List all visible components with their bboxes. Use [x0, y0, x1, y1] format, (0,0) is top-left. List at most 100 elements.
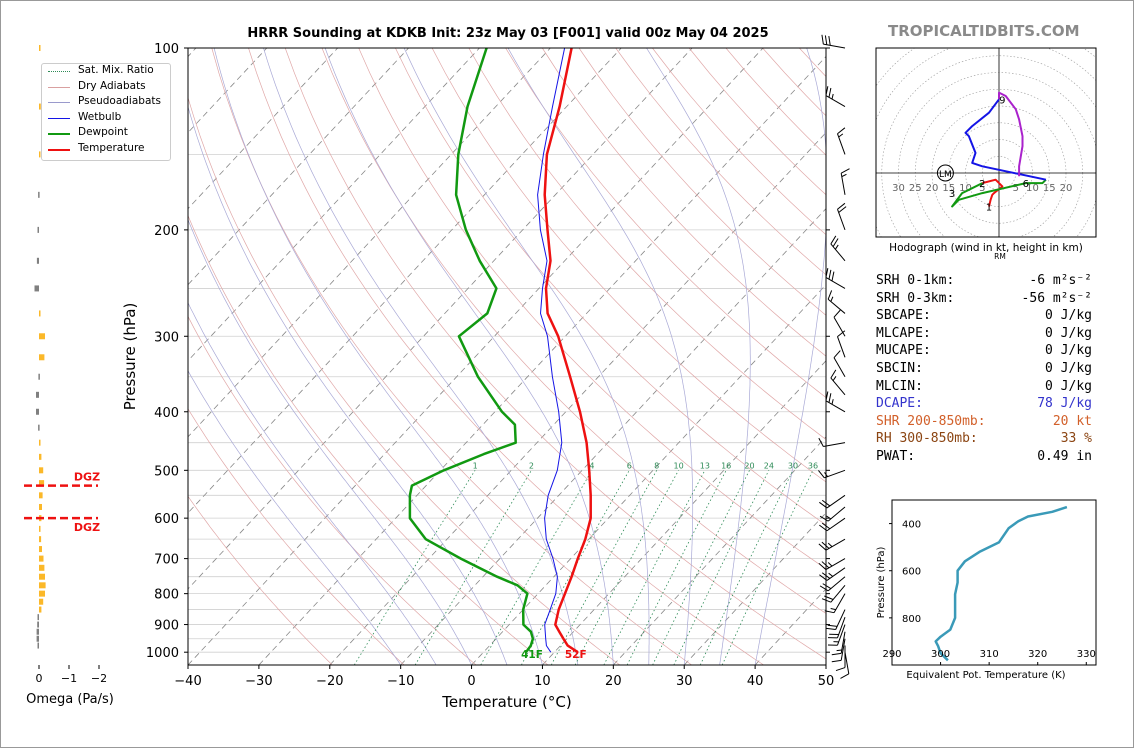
param-row: SRH 0-1km: -6 m²s⁻²	[876, 272, 1092, 290]
mixing-ratio-label: 30	[788, 461, 798, 470]
right-mover-label: RM	[994, 252, 1006, 261]
theta-y-tick-label: 800	[902, 614, 921, 625]
barb-shaft	[827, 298, 846, 314]
barb-shaft	[823, 442, 846, 447]
wind-barb	[818, 538, 846, 551]
barb-half-flag	[832, 376, 837, 381]
mixing-ratio-line	[353, 470, 476, 665]
theta-x-tick-label: 310	[980, 649, 999, 660]
wind-barb	[821, 34, 846, 49]
barb-flag	[821, 572, 831, 579]
omega-bar	[38, 373, 40, 380]
barb-flag	[828, 393, 832, 403]
hodograph-ring-label: 5	[1013, 183, 1019, 194]
barb-flag	[833, 309, 841, 318]
hodograph-height-label: 6	[1023, 179, 1029, 190]
omega-bar	[39, 598, 44, 605]
mixing-ratio-label: 24	[764, 461, 774, 470]
mixing-ratio-line	[603, 470, 706, 665]
wind-barb	[821, 584, 846, 603]
isotherm-line	[188, 48, 480, 362]
dry-adiabat	[468, 48, 826, 440]
barb-flag	[821, 541, 830, 549]
barb-shaft	[826, 517, 846, 532]
barb-shaft	[825, 95, 846, 107]
hodograph-1-3km	[951, 178, 1047, 208]
omega-bar	[39, 480, 45, 487]
y-tick-label: 200	[154, 224, 179, 239]
isotherm-line	[258, 55, 826, 665]
barb-flag	[822, 583, 832, 590]
omega-bar	[36, 391, 39, 398]
moist-adiabat	[324, 48, 614, 665]
barb-half-flag	[830, 296, 834, 302]
theta-y-tick-label: 600	[902, 567, 921, 578]
mixing-ratio-label: 10	[673, 461, 683, 470]
profile-temperature	[543, 48, 592, 654]
barb-shaft	[830, 584, 846, 603]
omega-tick-label: −2	[91, 672, 107, 685]
theta-plot	[934, 505, 1068, 662]
isotherm-line	[683, 512, 826, 665]
barb-shaft	[835, 609, 846, 630]
theta-e-profile	[934, 505, 1068, 662]
mixing-ratio-label: 8	[654, 461, 659, 470]
omega-bar	[39, 103, 41, 110]
barb-shaft	[830, 377, 846, 396]
surface-dewpoint-label: 41F	[521, 649, 543, 661]
moist-adiabat	[188, 302, 437, 665]
y-tick-label: 100	[154, 42, 179, 57]
barb-flag	[837, 202, 846, 210]
isotherm-line	[188, 48, 551, 438]
barb-flag	[827, 624, 838, 627]
hodograph-3-6km	[964, 98, 1047, 181]
param-row: MLCAPE: 0 J/kg	[876, 325, 1092, 343]
skewt-grid: 1 2 4 6 8 10 13 16 20 24 30 36	[188, 48, 826, 665]
moist-adiabat	[188, 105, 508, 665]
barb-flag	[821, 522, 831, 530]
omega-panel: DGZ DGZ 0 −1 −2 Omega (Pa/s)	[24, 45, 114, 707]
barb-shaft	[833, 593, 846, 613]
mixing-ratio-line	[721, 470, 814, 665]
param-label: SHR 200-850mb:	[876, 413, 986, 429]
barb-flag	[828, 35, 831, 46]
omega-bar	[37, 621, 39, 628]
omega-bar	[36, 635, 39, 642]
param-label: SBCIN:	[876, 360, 923, 376]
chart-title: HRRR Sounding at KDKB Init: 23z May 03 […	[247, 26, 769, 41]
param-row: MUCAPE: 0 J/kg	[876, 342, 1092, 360]
wind-barb	[837, 330, 846, 358]
dry-adiabat	[542, 48, 826, 357]
barb-shaft	[825, 277, 846, 289]
mixing-ratio-line	[652, 470, 750, 665]
legend-swatch	[48, 71, 70, 72]
mixing-ratio-label: 4	[589, 461, 594, 470]
barb-shaft	[827, 576, 846, 592]
x-tick-label: 30	[676, 674, 693, 689]
barb-flag	[819, 501, 828, 509]
omega-bar	[39, 555, 44, 562]
moist-adiabat	[403, 48, 650, 665]
surface-temperature-label: 52F	[565, 649, 587, 661]
barb-shaft	[825, 558, 846, 571]
profile-dewpoint	[408, 48, 535, 653]
barb-flag	[840, 168, 850, 174]
omega-bar	[39, 333, 45, 340]
omega-bar	[39, 606, 42, 613]
moist-adiabat	[507, 48, 694, 665]
param-row: SHR 200-850mb: 20 kt	[876, 413, 1092, 431]
y-tick-label: 300	[154, 330, 179, 345]
skewt-axes: 41F 52F −40 −30 −20 −10 0 10 20 30 40 50 1000 900 800 7…	[121, 42, 834, 711]
param-value: 20 kt	[1052, 413, 1092, 429]
barb-flag	[831, 271, 835, 282]
legend-label: Sat. Mix. Ratio	[78, 64, 154, 76]
left-mover-marker	[936, 164, 954, 182]
wind-barb	[825, 268, 846, 289]
mixing-ratio-line	[480, 470, 593, 665]
wind-barb	[830, 369, 846, 396]
wind-barb	[840, 652, 850, 679]
isotherm-line	[613, 436, 826, 665]
isotherm-line	[188, 48, 693, 590]
